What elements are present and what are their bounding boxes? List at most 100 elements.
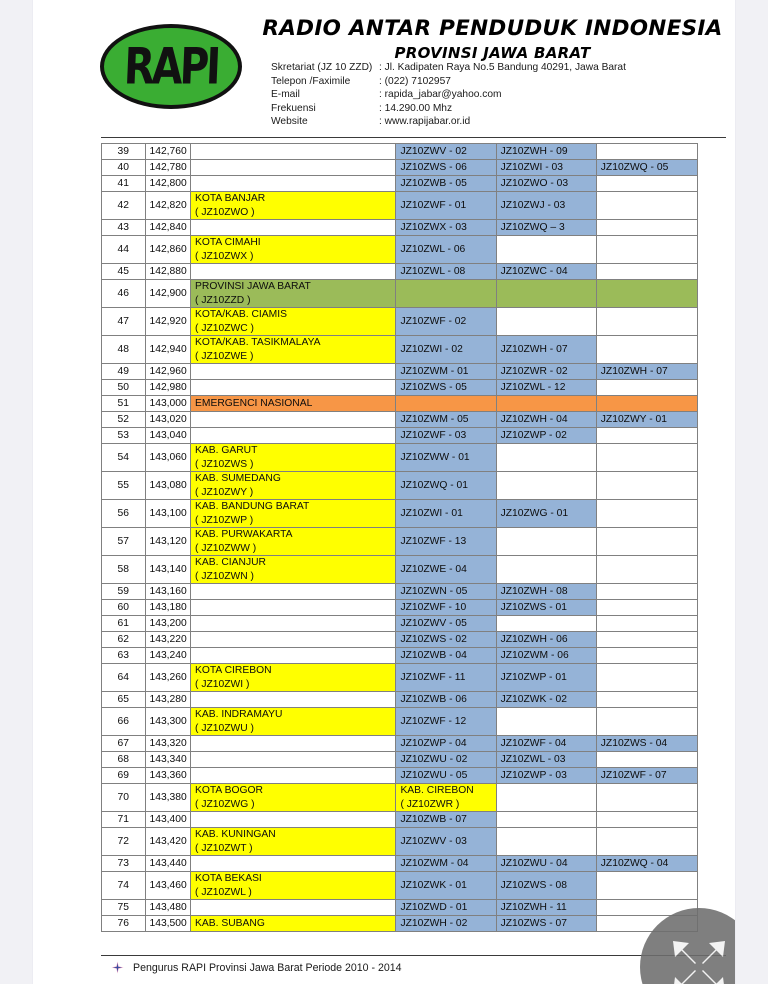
row-region-name-callsign: ( JZ10ZWT ) — [195, 842, 253, 854]
row-frequency: 143,180 — [144, 599, 192, 616]
row-callsign-3 — [595, 427, 699, 444]
row-frequency: 143,140 — [144, 555, 192, 584]
table-row[interactable]: 55 143,080 KAB. SUMEDANG ( JZ10ZWY ) JZ10ZWQ… — [101, 471, 699, 500]
table-row[interactable]: 44 142,860 KOTA CIMAHI ( JZ10ZWX ) JZ10ZWL -… — [101, 235, 699, 264]
table-row[interactable]: 41 142,800 JZ10ZWB - 05 JZ10ZWO - 03 — [101, 175, 699, 192]
document-footer: Pengurus RAPI Provinsi Jawa Barat Period… — [111, 961, 402, 974]
document-page: RAPI RADIO ANTAR PENDUDUK INDONESIA PROV… — [33, 0, 735, 984]
table-row[interactable]: 73 143,440 JZ10ZWM - 04 JZ10ZWU - 04 JZ10ZWQ… — [101, 855, 699, 872]
row-frequency: 142,940 — [144, 335, 192, 364]
table-row[interactable]: 54 143,060 KAB. GARUT ( JZ10ZWS ) JZ10ZWW - … — [101, 443, 699, 472]
table-row[interactable]: 56 143,100 KAB. BANDUNG BARAT ( JZ10ZWP ) JZ… — [101, 499, 699, 528]
row-region-name-callsign: ( JZ10ZWI ) — [195, 678, 250, 690]
row-callsign-1: JZ10ZWV - 05 — [395, 615, 497, 632]
row-callsign-2: JZ10ZWO - 03 — [495, 175, 597, 192]
table-row[interactable]: 49 142,960 JZ10ZWM - 01 JZ10ZWR - 02 JZ10ZWH… — [101, 363, 699, 380]
row-region-name-callsign: ( JZ10ZWX ) — [195, 250, 254, 262]
row-region-name — [190, 263, 397, 280]
table-row[interactable]: 48 142,940 KOTA/KAB. TASIKMALAYA ( JZ10ZWE … — [101, 335, 699, 364]
row-callsign-1: JZ10ZWM - 01 — [395, 363, 497, 380]
table-row[interactable]: 42 142,820 KOTA BANJAR ( JZ10ZWO ) JZ10ZWF -… — [101, 191, 699, 220]
row-number: 72 — [101, 827, 146, 856]
row-number: 39 — [101, 143, 146, 160]
row-region-name-main: KAB. CIANJUR — [195, 557, 266, 568]
table-row[interactable]: 53 143,040 JZ10ZWF - 03 JZ10ZWP - 02 — [101, 427, 699, 444]
row-callsign-3 — [595, 783, 699, 812]
row-region-name: KAB. PURWAKARTA ( JZ10ZWW ) — [190, 527, 397, 556]
row-region-name — [190, 691, 397, 708]
row-frequency: 143,420 — [144, 827, 192, 856]
table-row[interactable]: 66 143,300 KAB. INDRAMAYU ( JZ10ZWU ) JZ10ZW… — [101, 707, 699, 736]
row-callsign-2 — [495, 555, 597, 584]
row-callsign-1: JZ10ZWL - 06 — [395, 235, 497, 264]
contact-info-label: Frekuensi — [271, 102, 316, 114]
organization-title: RADIO ANTAR PENDUDUK INDONESIA — [262, 16, 723, 41]
table-row[interactable]: 51 143,000 EMERGENCI NASIONAL — [101, 395, 699, 412]
row-number: 63 — [101, 647, 146, 664]
row-region-name-main: KAB. INDRAMAYU — [195, 709, 283, 720]
row-number: 65 — [101, 691, 146, 708]
row-callsign-1: JZ10ZWM - 04 — [395, 855, 497, 872]
table-row[interactable]: 71 143,400 JZ10ZWB - 07 — [101, 811, 699, 828]
row-region-name-callsign: ( JZ10ZZD ) — [195, 294, 251, 306]
row-frequency: 143,000 — [144, 395, 192, 412]
table-row[interactable]: 40 142,780 JZ10ZWS - 06 JZ10ZWI - 03 JZ10ZWQ… — [101, 159, 699, 176]
table-row[interactable]: 76 143,500 KAB. SUBANG JZ10ZWH - 02 JZ10ZWS … — [101, 915, 699, 932]
row-callsign-1: JZ10ZWF - 01 — [395, 191, 497, 220]
table-row[interactable]: 57 143,120 KAB. PURWAKARTA ( JZ10ZWW ) JZ10Z… — [101, 527, 699, 556]
table-row[interactable]: 74 143,460 KOTA BEKASI ( JZ10ZWL ) JZ10ZWK -… — [101, 871, 699, 900]
table-row[interactable]: 63 143,240 JZ10ZWB - 04 JZ10ZWM - 06 — [101, 647, 699, 664]
table-row[interactable]: 75 143,480 JZ10ZWD - 01 JZ10ZWH - 11 — [101, 899, 699, 916]
table-row[interactable]: 50 142,980 JZ10ZWS - 05 JZ10ZWL - 12 — [101, 379, 699, 396]
row-callsign-3 — [595, 811, 699, 828]
row-number: 41 — [101, 175, 146, 192]
row-callsign-1: JZ10ZWP - 04 — [395, 735, 497, 752]
row-callsign-3 — [595, 471, 699, 500]
row-frequency: 143,460 — [144, 871, 192, 900]
collapse-fab-button[interactable] — [640, 908, 735, 984]
row-region-name-main: KAB. SUMEDANG — [195, 473, 281, 484]
row-region-name — [190, 647, 397, 664]
row-number: 73 — [101, 855, 146, 872]
table-row[interactable]: 64 143,260 KOTA CIREBON ( JZ10ZWI ) JZ10ZWF … — [101, 663, 699, 692]
table-row[interactable]: 69 143,360 JZ10ZWU - 05 JZ10ZWP - 03 JZ10ZWF… — [101, 767, 699, 784]
four-point-star-icon — [111, 961, 124, 974]
table-row[interactable]: 47 142,920 KOTA/KAB. CIAMIS ( JZ10ZWC ) JZ10… — [101, 307, 699, 336]
row-number: 70 — [101, 783, 146, 812]
contact-info-label: Telepon /Faximile — [271, 75, 351, 87]
row-frequency: 143,120 — [144, 527, 192, 556]
row-region-name: KOTA CIREBON ( JZ10ZWI ) — [190, 663, 397, 692]
table-row[interactable]: 70 143,380 KOTA BOGOR ( JZ10ZWG ) KAB. CIREB… — [101, 783, 699, 812]
footer-text: Pengurus RAPI Provinsi Jawa Barat Period… — [133, 961, 402, 974]
row-region-name — [190, 175, 397, 192]
table-row[interactable]: 58 143,140 KAB. CIANJUR ( JZ10ZWN ) JZ10ZWE … — [101, 555, 699, 584]
table-row[interactable]: 59 143,160 JZ10ZWN - 05 JZ10ZWH - 08 — [101, 583, 699, 600]
table-row[interactable]: 43 142,840 JZ10ZWX - 03 JZ10ZWQ – 3 — [101, 219, 699, 236]
table-row[interactable]: 67 143,320 JZ10ZWP - 04 JZ10ZWF - 04 JZ10ZWS… — [101, 735, 699, 752]
table-row[interactable]: 39 142,760 JZ10ZWV - 02 JZ10ZWH - 09 — [101, 143, 699, 160]
row-frequency: 142,780 — [144, 159, 192, 176]
frequency-table-wrapper: 39 142,760 JZ10ZWV - 02 JZ10ZWH - 09 40 142,7… — [101, 143, 699, 932]
row-frequency: 143,500 — [144, 915, 192, 932]
row-number: 61 — [101, 615, 146, 632]
row-callsign-1: JZ10ZWV - 02 — [395, 143, 497, 160]
table-row[interactable]: 68 143,340 JZ10ZWU - 02 JZ10ZWL - 03 — [101, 751, 699, 768]
row-callsign-3 — [595, 219, 699, 236]
row-frequency: 142,980 — [144, 379, 192, 396]
row-frequency: 142,900 — [144, 279, 192, 308]
contact-info-row: Frekuensi: 14.290.00 Mhz — [271, 102, 626, 116]
table-row[interactable]: 46 142,900 PROVINSI JAWA BARAT ( JZ10ZZD ) — [101, 279, 699, 308]
row-callsign-2: JZ10ZWK - 02 — [495, 691, 597, 708]
table-row[interactable]: 62 143,220 JZ10ZWS - 02 JZ10ZWH - 06 — [101, 631, 699, 648]
table-row[interactable]: 60 143,180 JZ10ZWF - 10 JZ10ZWS - 01 — [101, 599, 699, 616]
table-row[interactable]: 45 142,880 JZ10ZWL - 08 JZ10ZWC - 04 — [101, 263, 699, 280]
table-row[interactable]: 61 143,200 JZ10ZWV - 05 — [101, 615, 699, 632]
row-region-name — [190, 631, 397, 648]
row-callsign-2 — [495, 443, 597, 472]
table-row[interactable]: 52 143,020 JZ10ZWM - 05 JZ10ZWH - 04 JZ10ZWY… — [101, 411, 699, 428]
row-callsign-1: JZ10ZWB - 06 — [395, 691, 497, 708]
row-callsign-2 — [495, 783, 597, 812]
table-row[interactable]: 72 143,420 KAB. KUNINGAN ( JZ10ZWT ) JZ10ZWV… — [101, 827, 699, 856]
row-callsign-1 — [395, 279, 497, 308]
table-row[interactable]: 65 143,280 JZ10ZWB - 06 JZ10ZWK - 02 — [101, 691, 699, 708]
